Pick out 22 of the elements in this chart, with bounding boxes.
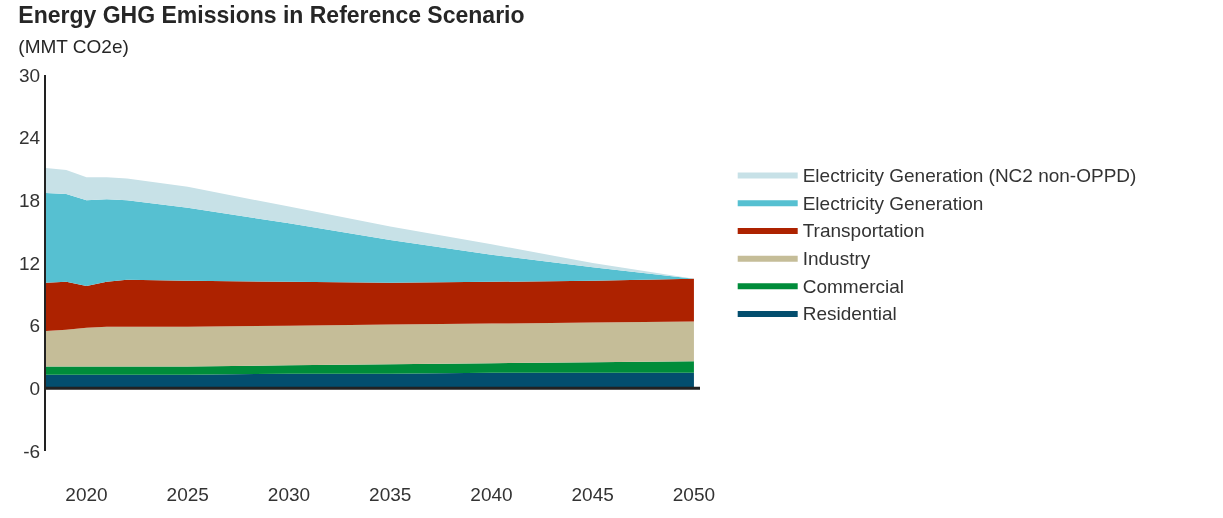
- y-tick-label: 6: [29, 315, 41, 337]
- x-tick-label: 2050: [672, 484, 716, 505]
- chart-title: Energy GHG Emissions in Reference Scenario: [18, 2, 525, 29]
- legend-label: Industry: [802, 248, 871, 270]
- legend-label: Electricity Generation (NC2 non-OPPD): [802, 164, 1137, 186]
- x-tick-label: 2045: [571, 484, 614, 505]
- chart-subtitle: (MMT CO2e): [18, 36, 129, 58]
- y-tick-label: 0: [29, 377, 41, 399]
- y-tick-label: -6: [23, 440, 41, 462]
- legend-label: Commercial: [802, 275, 905, 297]
- x-tick-label: 2040: [470, 484, 513, 505]
- legend-label: Transportation: [802, 220, 925, 242]
- x-tick-label: 2020: [65, 484, 108, 505]
- y-tick-label: 30: [19, 64, 41, 86]
- x-tick-label: 2030: [267, 484, 311, 505]
- x-tick-label: 2035: [369, 484, 412, 505]
- legend-label: Electricity Generation: [802, 192, 984, 214]
- y-tick-label: 18: [19, 189, 41, 211]
- y-tick-label: 24: [19, 127, 41, 149]
- y-tick-label: 12: [19, 252, 41, 274]
- x-tick-label: 2025: [166, 484, 209, 505]
- legend-label: Residential: [802, 303, 897, 325]
